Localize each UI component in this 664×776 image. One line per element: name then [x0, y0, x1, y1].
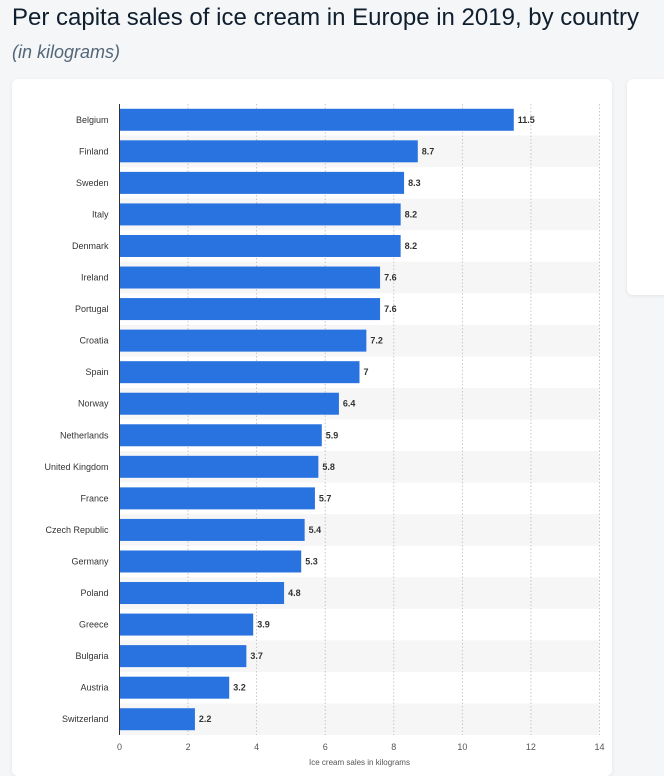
value-label: 5.7 [319, 493, 332, 503]
x-tick-label: 14 [594, 742, 604, 752]
x-tick-label: 6 [323, 742, 328, 752]
bar [119, 171, 405, 194]
category-label: Croatia [79, 336, 108, 346]
bar [119, 140, 418, 163]
value-label: 2.2 [199, 714, 212, 724]
value-label: 8.7 [422, 146, 435, 156]
value-label: 3.9 [257, 620, 270, 630]
category-label: Denmark [72, 241, 109, 251]
x-tick-label: 10 [457, 742, 467, 752]
category-label: Italy [92, 209, 109, 219]
value-label: 5.4 [309, 525, 322, 535]
category-label: Netherlands [60, 430, 109, 440]
category-label: Belgium [76, 115, 109, 125]
value-label: 5.8 [322, 462, 335, 472]
bar [119, 613, 254, 636]
bar [119, 203, 401, 226]
bars [119, 108, 514, 731]
bar [119, 266, 381, 289]
category-label: Spain [85, 367, 108, 377]
x-tick-label: 2 [186, 742, 191, 752]
category-label: Austria [80, 683, 108, 693]
bar [119, 361, 360, 384]
category-label: Germany [71, 556, 109, 566]
value-label: 7.2 [370, 336, 383, 346]
category-label: Portugal [75, 304, 109, 314]
category-label: France [80, 493, 108, 503]
category-label: Czech Republic [45, 525, 109, 535]
x-tick-label: 8 [391, 742, 396, 752]
bar [119, 424, 322, 447]
value-label: 8.2 [405, 241, 418, 251]
bar [119, 392, 339, 415]
category-label: Poland [80, 588, 108, 598]
category-label: United Kingdom [44, 462, 108, 472]
value-label: 6.4 [343, 399, 356, 409]
category-label: Bulgaria [75, 651, 108, 661]
row-band [119, 703, 600, 735]
category-label: Finland [79, 146, 109, 156]
category-label: Switzerland [62, 714, 109, 724]
bar [119, 298, 381, 321]
bar [119, 676, 230, 699]
side-panel [627, 79, 664, 295]
bar [119, 550, 302, 573]
value-label: 5.9 [326, 430, 339, 440]
bar [119, 582, 285, 605]
bar [119, 708, 195, 731]
labels: 0 2 4 6 8 10 12 14 Belgium 11.5 Finland 8.7 Sweden 8.… [44, 115, 604, 752]
value-label: 7 [364, 367, 369, 377]
bar [119, 518, 305, 541]
x-tick-label: 0 [117, 742, 122, 752]
value-label: 4.8 [288, 588, 301, 598]
x-axis-title: Ice cream sales in kilograms [309, 758, 410, 767]
value-label: 8.3 [408, 178, 421, 188]
x-tick-label: 12 [526, 742, 536, 752]
category-label: Greece [79, 620, 109, 630]
category-label: Norway [78, 399, 109, 409]
bar [119, 455, 319, 478]
value-label: 7.6 [384, 304, 397, 314]
value-label: 5.3 [305, 556, 318, 566]
bar [119, 108, 514, 131]
value-label: 3.2 [233, 683, 246, 693]
bar [119, 234, 401, 257]
bar [119, 487, 315, 510]
chart-subtitle: (in kilograms) [12, 42, 121, 62]
category-label: Ireland [81, 273, 109, 283]
x-tick-label: 4 [254, 742, 259, 752]
chart-title: Per capita sales of ice cream in Europe … [12, 4, 639, 31]
bar [119, 645, 247, 668]
value-label: 3.7 [250, 651, 263, 661]
bar [119, 329, 367, 352]
value-label: 7.6 [384, 273, 397, 283]
value-label: 8.2 [405, 209, 418, 219]
value-label: 11.5 [518, 115, 535, 125]
category-label: Sweden [76, 178, 109, 188]
